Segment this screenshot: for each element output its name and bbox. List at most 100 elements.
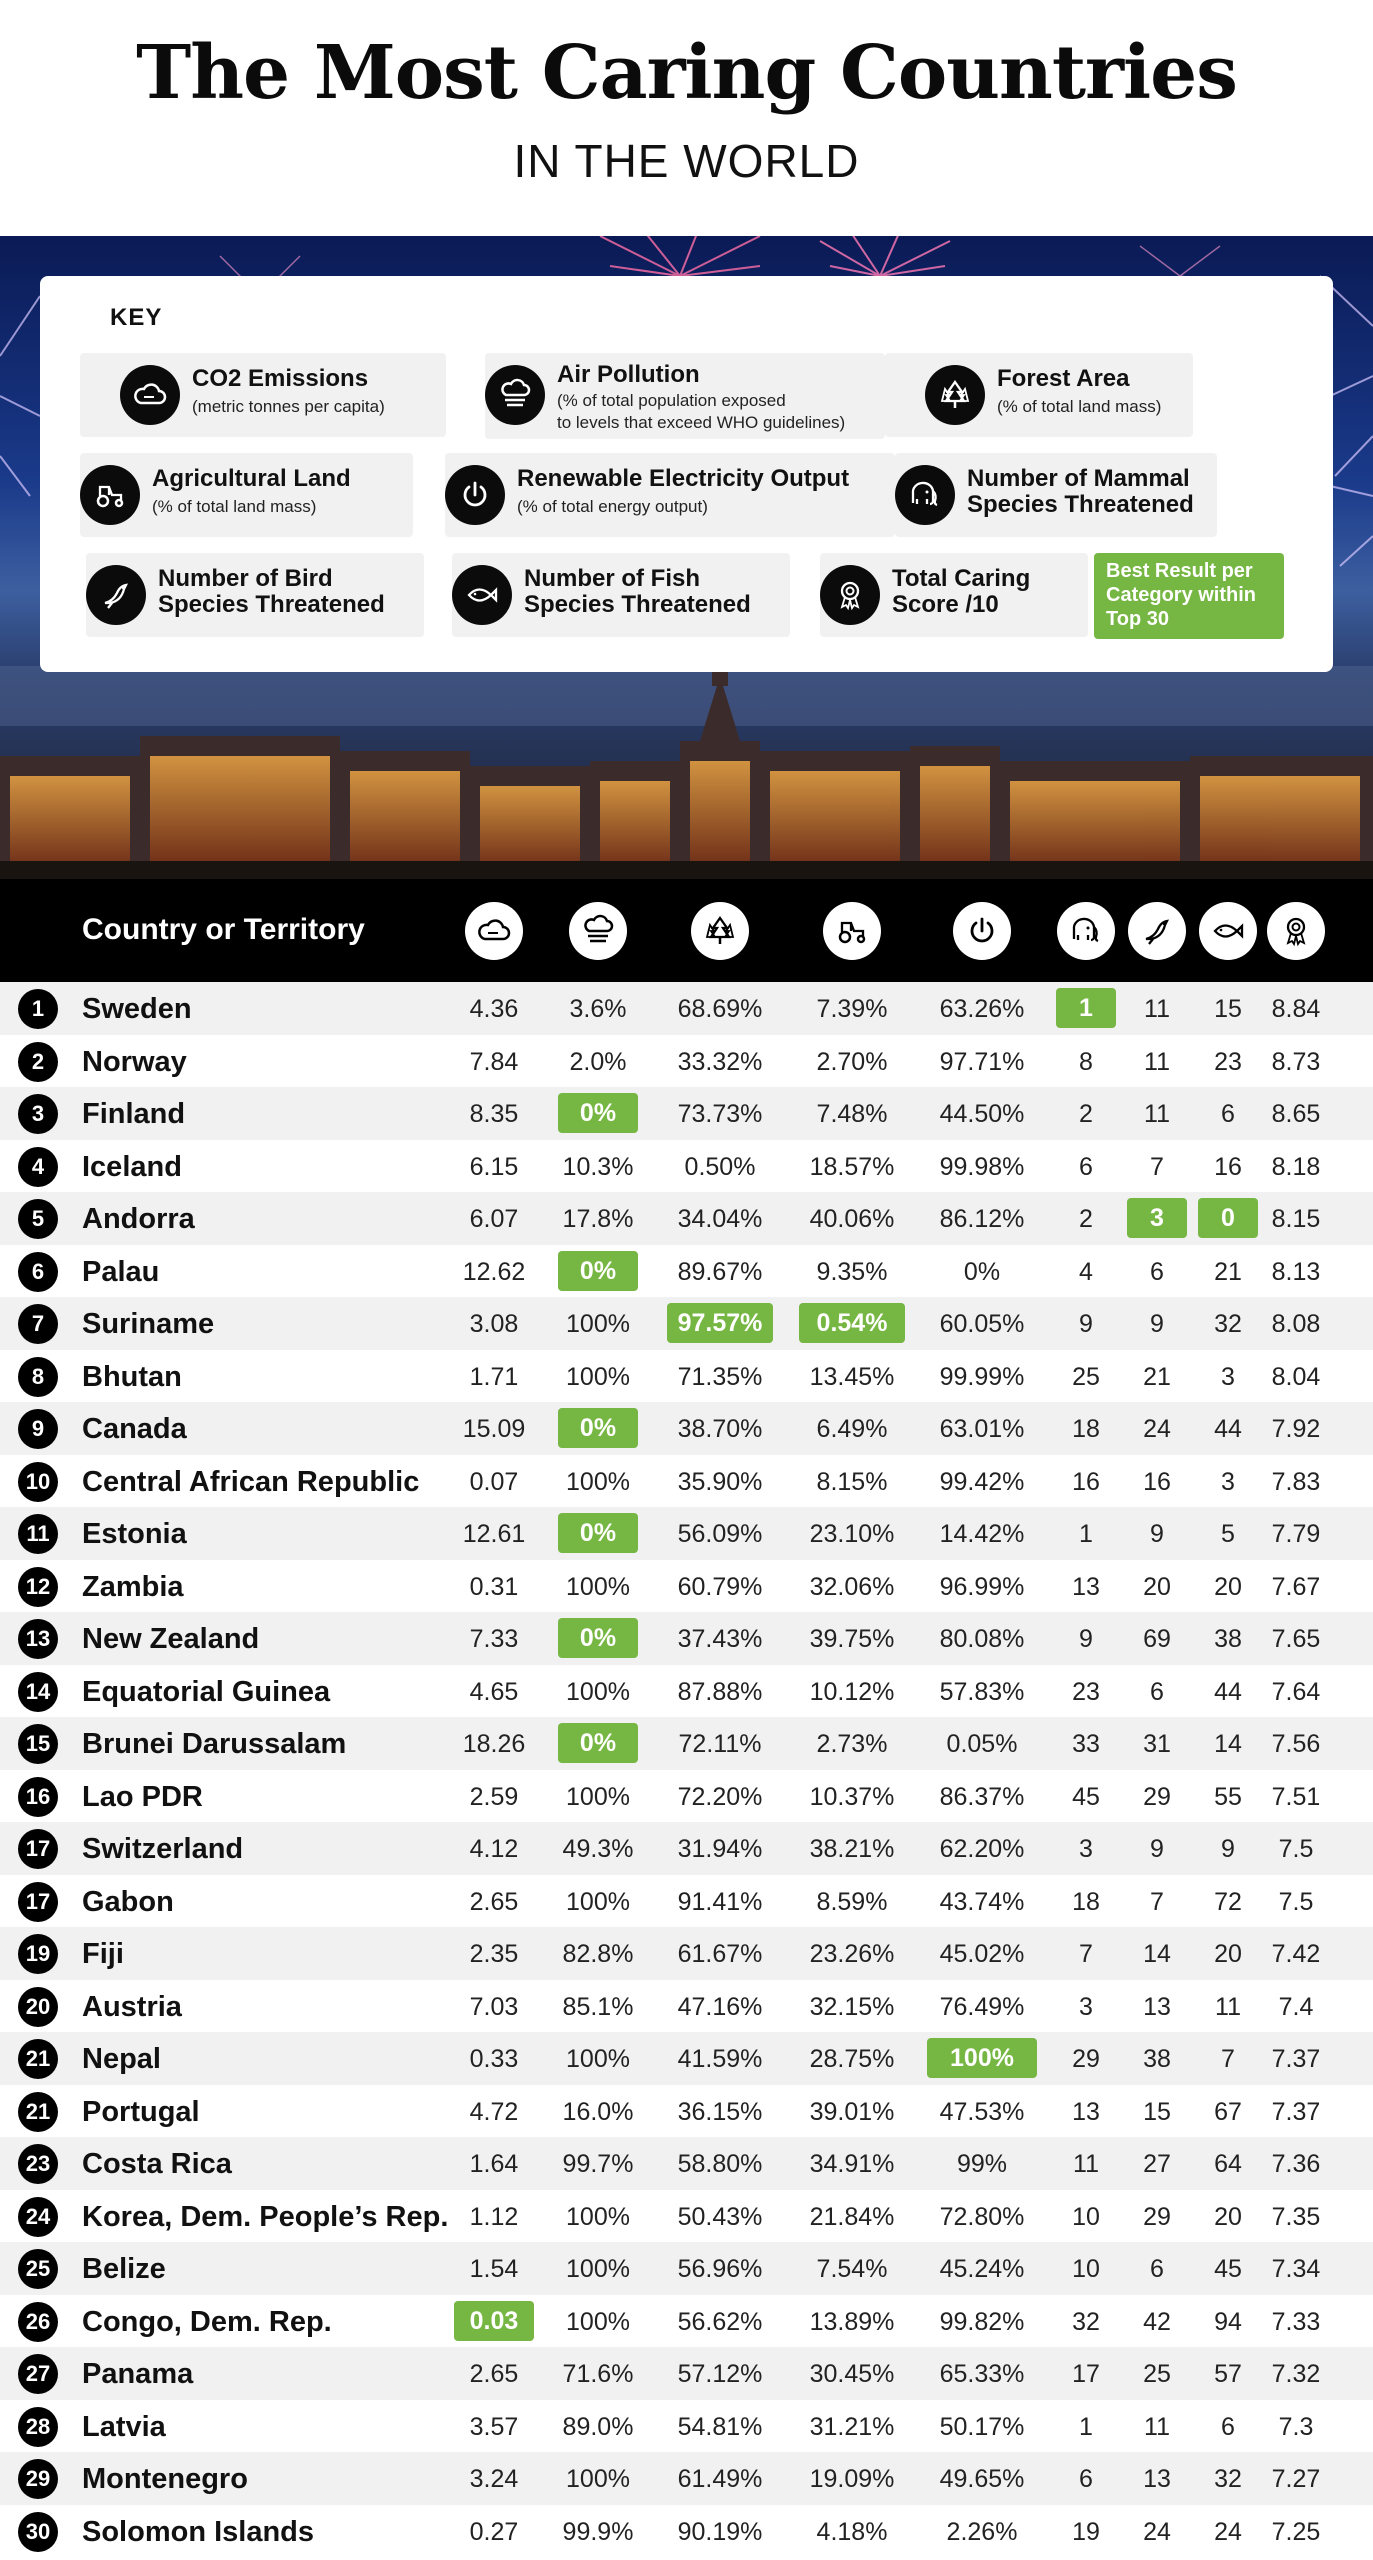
value-cell: 14.42%	[939, 1520, 1025, 1548]
value-cell: 4.72	[469, 2097, 519, 2126]
value-cell: 97.71%	[939, 1047, 1025, 1076]
table-row: 17 Gabon 2.65 100% 91.41% 8.59% 43.74% 18 7 72 7.5	[0, 1875, 1373, 1928]
key-item-forest: Forest Area (% of total land mass)	[885, 353, 1193, 437]
value-cell: 72.80%	[939, 2202, 1025, 2231]
value-cell: 34.04%	[677, 1205, 763, 1233]
value-cell: 17.8%	[562, 1205, 634, 1233]
best-value-cell: 0.54%	[799, 1303, 905, 1343]
value-cell: 19.09%	[809, 2465, 895, 2493]
value-cell: 7.42	[1271, 1940, 1321, 1968]
best-value-cell: 0.03	[454, 2300, 534, 2341]
air-pollution-icon	[485, 365, 545, 425]
value-cell: 13.45%	[809, 1362, 895, 1391]
value-cell: 24	[1143, 1415, 1171, 1443]
value-cell: 6.07	[469, 1205, 519, 1233]
value-cell: 45	[1214, 2255, 1242, 2283]
value-cell: 0.33	[469, 2045, 519, 2073]
value-cell: 7.3	[1278, 2412, 1314, 2441]
value-cell: 8.04	[1271, 1362, 1321, 1391]
best-value-cell: 0%	[558, 1093, 638, 1133]
country-name: Montenegro	[82, 2463, 248, 2495]
value-cell: 7.34	[1271, 2255, 1321, 2283]
table-row: 29 Montenegro 3.24 100% 61.49% 19.09% 49.65% 6 1…	[0, 2452, 1373, 2505]
value-cell: 99.42%	[939, 1467, 1025, 1496]
value-cell: 20	[1214, 1940, 1242, 1968]
value-cell: 8.13	[1271, 1257, 1321, 1286]
value-cell: 0.27	[469, 2517, 519, 2546]
value-cell: 7.65	[1271, 1625, 1321, 1653]
value-cell: 99%	[956, 2150, 1008, 2178]
value-cell: 61.67%	[677, 1940, 763, 1968]
country-name: Suriname	[82, 1308, 215, 1340]
value-cell: 14	[1214, 1730, 1242, 1758]
rank-badge: 20	[18, 1986, 58, 2027]
value-cell: 0.05%	[946, 1730, 1018, 1758]
value-cell: 24	[1214, 2517, 1242, 2546]
table-row: 26 Congo, Dem. Rep. 0.03 100% 56.62% 13.89% 99…	[0, 2295, 1373, 2348]
table-row: 5 Andorra 6.07 17.8% 34.04% 40.06% 86.12% 2 3 0 8.…	[0, 1192, 1373, 1245]
value-cell: 10.37%	[809, 1782, 895, 1811]
value-cell: 19	[1072, 2517, 1100, 2546]
value-cell: 16	[1072, 1467, 1100, 1496]
value-cell: 4.12	[469, 1835, 519, 1863]
value-cell: 45.02%	[939, 1940, 1025, 1968]
value-cell: 2.73%	[816, 1730, 888, 1758]
value-cell: 4.18%	[816, 2517, 888, 2546]
table-row: 24 Korea, Dem. People’s Rep. 1.12 100% 50.43…	[0, 2190, 1373, 2243]
table-row: 4 Iceland 6.15 10.3% 0.50% 18.57% 99.98% 6 7 16 8.…	[0, 1140, 1373, 1193]
country-name: Switzerland	[82, 1833, 244, 1865]
country-name: Nepal	[82, 2043, 161, 2075]
value-cell: 20	[1143, 1572, 1171, 1601]
value-cell: 25	[1143, 2360, 1171, 2388]
value-cell: 7.84	[469, 1047, 519, 1076]
value-cell: 29	[1143, 2202, 1171, 2231]
rank-badge: 28	[18, 2406, 58, 2447]
value-cell: 45	[1072, 1782, 1100, 1811]
table-header: Country or Territory	[0, 879, 1373, 982]
table-row: 20 Austria 7.03 85.1% 47.16% 32.15% 76.49% 3 13 1…	[0, 1980, 1373, 2033]
value-cell: 7.83	[1271, 1467, 1321, 1496]
value-cell: 5	[1221, 1520, 1235, 1548]
value-cell: 43.74%	[939, 1887, 1025, 1916]
value-cell: 56.62%	[677, 2307, 763, 2336]
value-cell: 7.32	[1271, 2360, 1321, 2388]
country-name: Congo, Dem. Rep.	[82, 2305, 332, 2338]
page-header: The Most Caring Countries IN THE WORLD	[0, 0, 1373, 236]
value-cell: 10.3%	[562, 1152, 634, 1181]
best-result-legend: Best Result per Category within Top 30	[1094, 553, 1284, 639]
best-label-line: Category within	[1106, 584, 1257, 606]
value-cell: 39.01%	[809, 2097, 895, 2126]
value-cell: 44	[1214, 1677, 1242, 1706]
value-cell: 18	[1072, 1415, 1100, 1443]
best-value-cell: 100%	[927, 2038, 1037, 2078]
value-cell: 56.96%	[677, 2255, 763, 2283]
value-cell: 7	[1221, 2045, 1235, 2073]
country-name: Austria	[82, 1990, 182, 2023]
table-row: 25 Belize 1.54 100% 56.96% 7.54% 45.24% 10 6 45 7.…	[0, 2242, 1373, 2295]
value-cell: 99.9%	[562, 2517, 634, 2546]
country-name: Palau	[82, 1255, 160, 1288]
rank-badge: 17	[18, 1829, 58, 1869]
value-cell: 39.75%	[809, 1625, 895, 1653]
value-cell: 7.37	[1271, 2045, 1321, 2073]
rank-badge: 10	[18, 1461, 58, 1502]
value-cell: 68.69%	[677, 995, 763, 1023]
value-cell: 60.79%	[677, 1572, 763, 1601]
value-cell: 17	[1072, 2360, 1100, 2388]
rank-badge: 13	[18, 1619, 58, 1659]
value-cell: 7.79	[1271, 1520, 1321, 1548]
country-name: Portugal	[82, 2095, 200, 2128]
value-cell: 7.48%	[816, 1100, 888, 1128]
value-cell: 45.24%	[939, 2255, 1025, 2283]
best-value-cell: 0%	[558, 1513, 638, 1553]
forest-icon	[691, 902, 749, 960]
rank-badge: 4	[18, 1146, 58, 1187]
value-cell: 7.56	[1271, 1730, 1321, 1758]
value-cell: 76.49%	[939, 1992, 1025, 2021]
rank-badge: 26	[18, 2301, 58, 2342]
rank-badge: 6	[18, 1251, 58, 1292]
value-cell: 20	[1214, 2202, 1242, 2231]
value-cell: 3.57	[469, 2412, 519, 2441]
key-sublabel: (% of total land mass)	[997, 397, 1162, 416]
value-cell: 54.81%	[677, 2412, 763, 2441]
